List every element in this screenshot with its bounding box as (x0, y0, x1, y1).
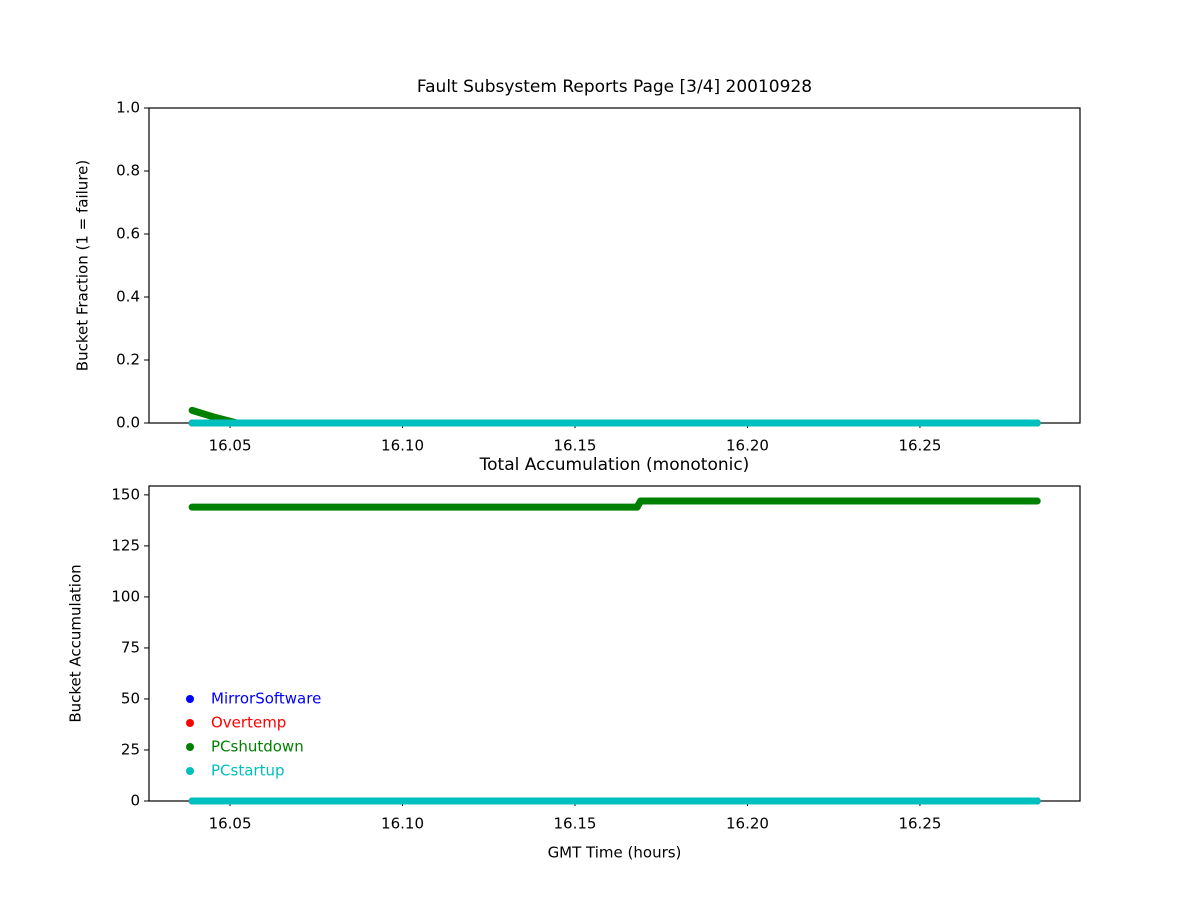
chart-title: Fault Subsystem Reports Page [3/4] 20010… (417, 77, 812, 97)
y-tick-label: 50 (121, 689, 140, 707)
legend-label: MirrorSoftware (211, 690, 321, 708)
series-line (188, 497, 1041, 511)
y-axis-label: Bucket Accumulation (67, 564, 85, 722)
y-tick-label: 0.4 (116, 288, 140, 306)
y-tick-label: 100 (111, 587, 140, 605)
x-tick-label: 16.20 (726, 437, 769, 455)
legend-marker (186, 695, 194, 703)
x-tick-label: 16.20 (726, 815, 769, 833)
legend-label: PCstartup (211, 762, 284, 780)
x-tick-label: 16.10 (381, 437, 424, 455)
y-tick-label: 25 (121, 740, 140, 758)
y-tick-label: 1.0 (116, 99, 140, 117)
axes-frame (148, 107, 1081, 424)
y-tick-label: 0 (130, 792, 140, 810)
legend-label: Overtemp (211, 714, 286, 732)
y-tick-label: 0.8 (116, 162, 140, 180)
y-tick-label: 0.0 (116, 414, 140, 432)
x-tick-label: 16.05 (209, 437, 252, 455)
x-tick-label: 16.15 (554, 815, 597, 833)
x-axis-label: GMT Time (hours) (548, 844, 682, 862)
legend-marker (186, 719, 194, 727)
x-tick-label: 16.10 (381, 815, 424, 833)
y-tick-label: 0.2 (116, 351, 140, 369)
x-tick-label: 16.25 (898, 437, 941, 455)
chart-title: Total Accumulation (monotonic) (479, 455, 750, 475)
x-tick-label: 16.25 (898, 815, 941, 833)
x-tick-label: 16.05 (209, 815, 252, 833)
y-tick-label: 150 (111, 485, 140, 503)
y-tick-label: 0.6 (116, 225, 140, 243)
y-tick-label: 125 (111, 536, 140, 554)
y-axis-label: Bucket Fraction (1 = failure) (74, 160, 92, 371)
x-tick-label: 16.15 (554, 437, 597, 455)
y-tick-label: 75 (121, 638, 140, 656)
legend-label: PCshutdown (211, 738, 304, 756)
legend-marker (186, 767, 194, 775)
legend-marker (186, 743, 194, 751)
